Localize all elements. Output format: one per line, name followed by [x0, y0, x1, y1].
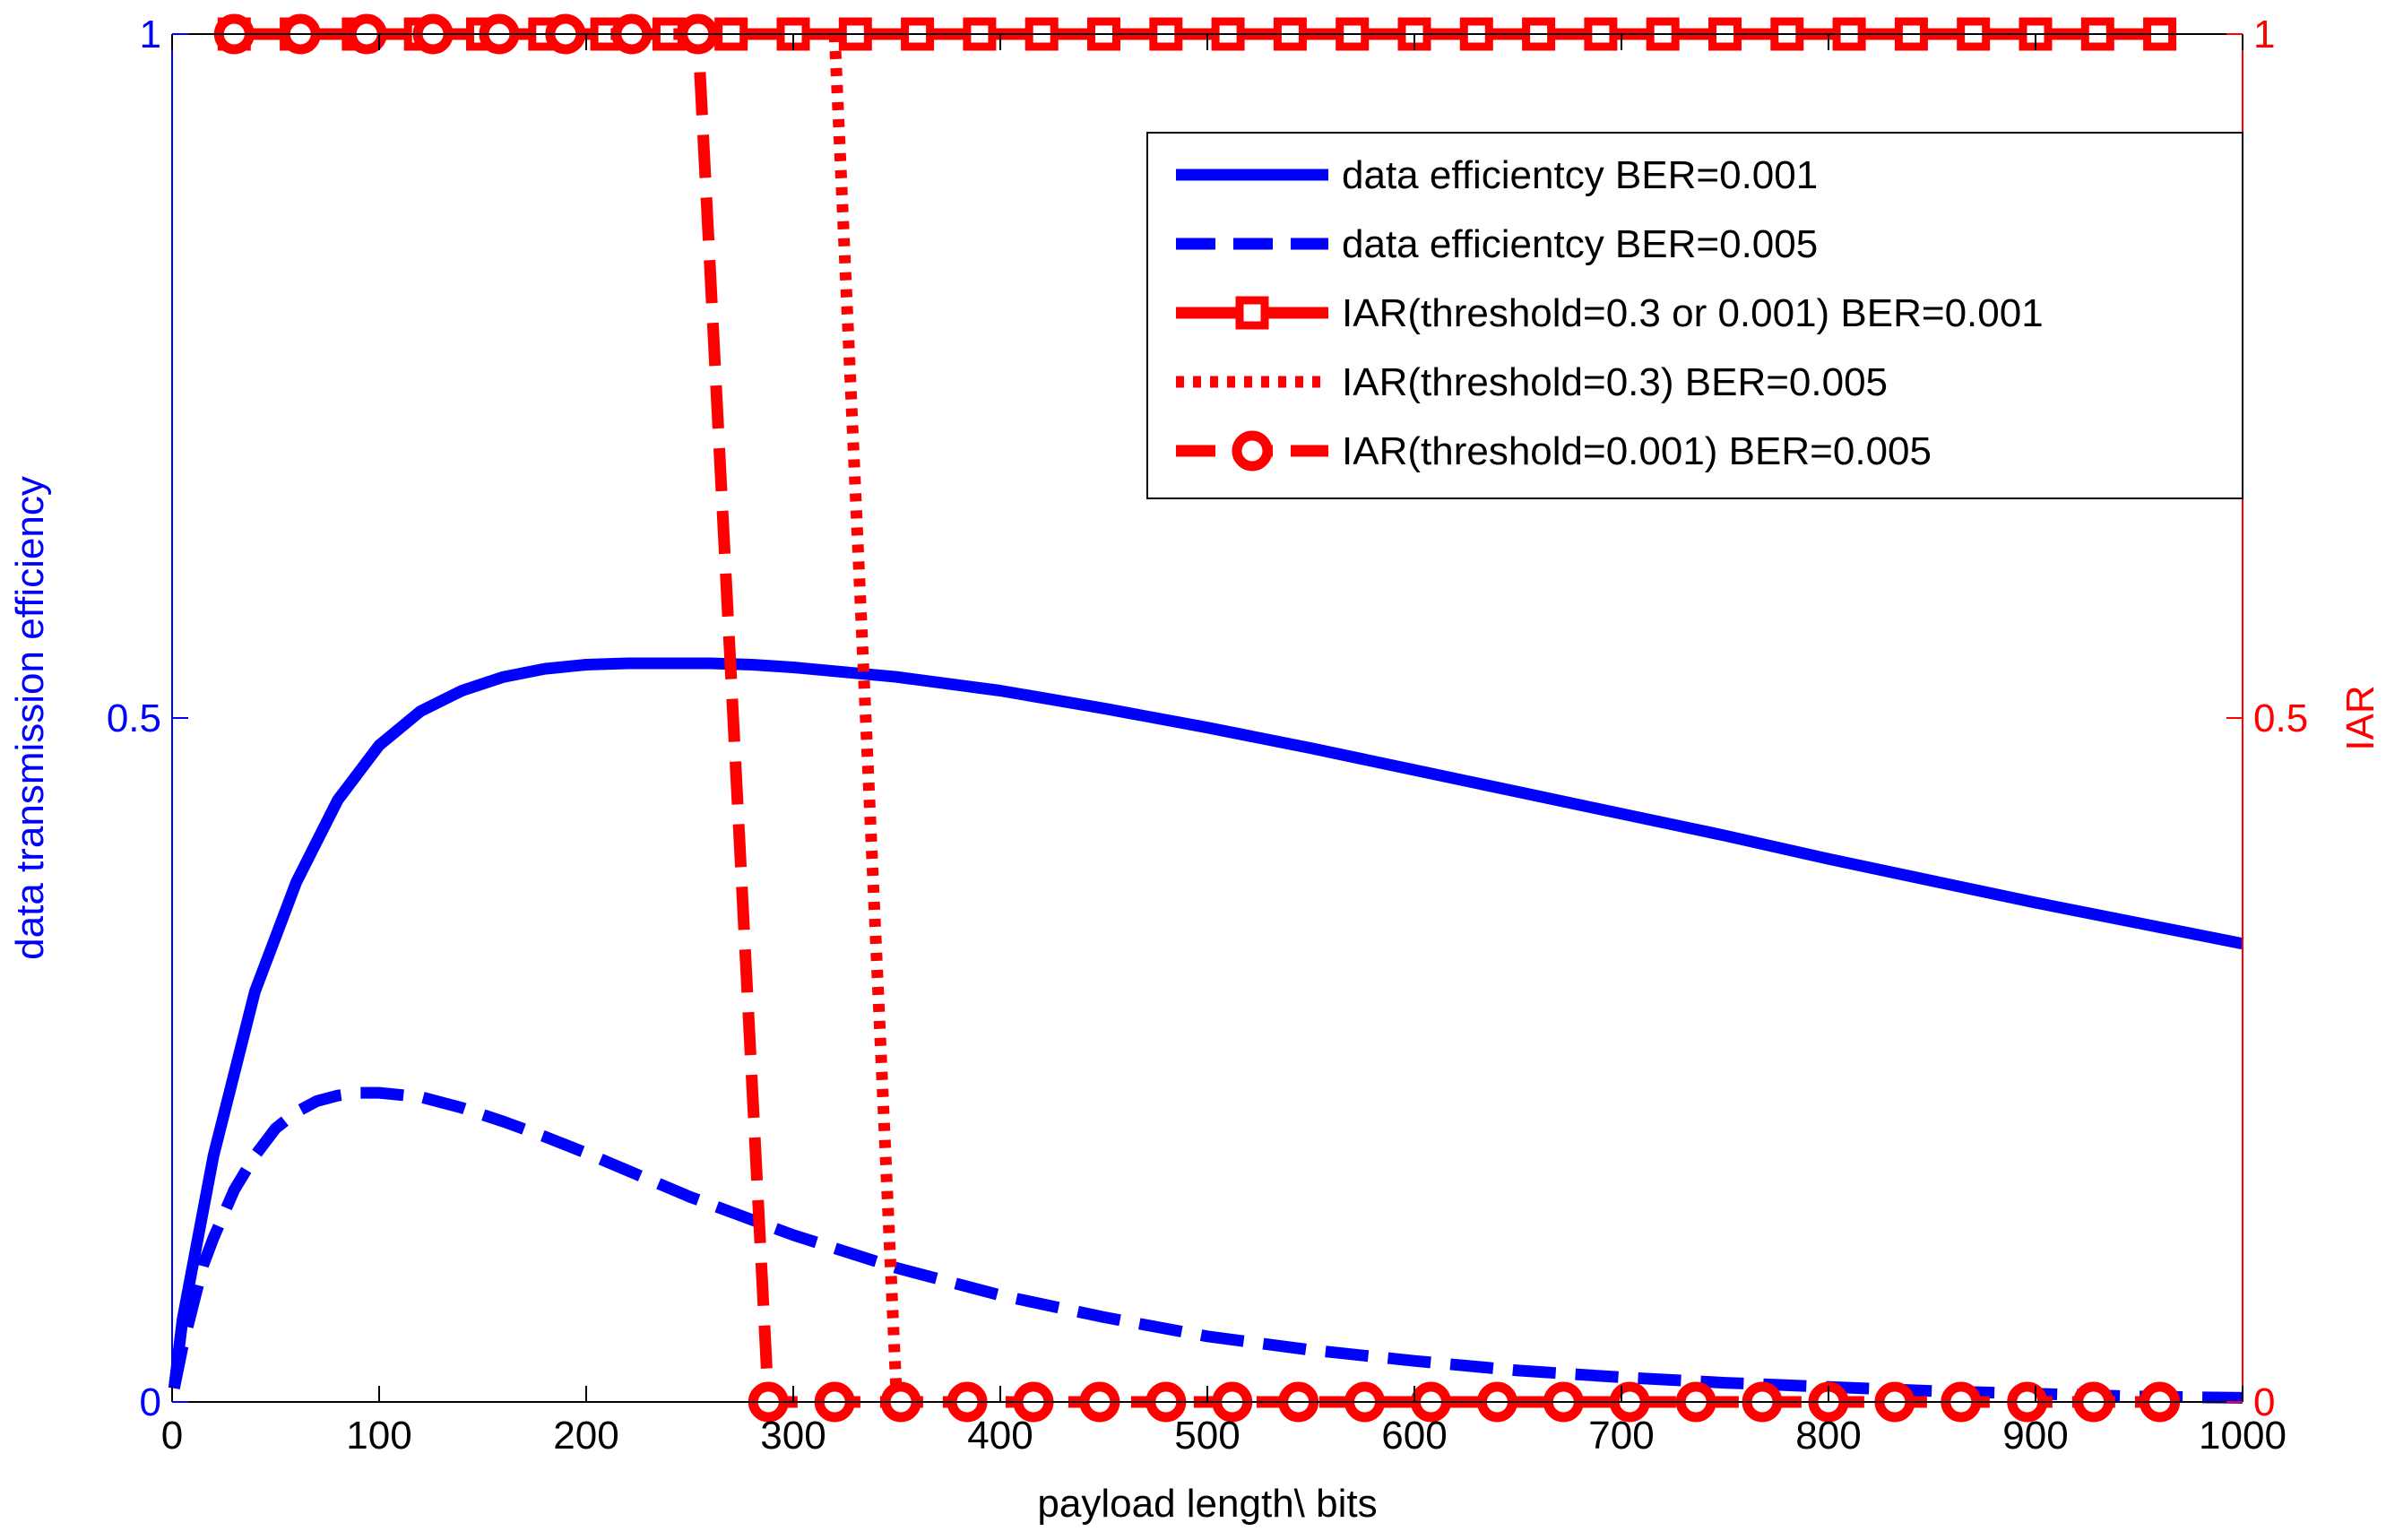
- y-right-tick-label: 1: [2253, 13, 2275, 56]
- x-tick-label: 800: [1795, 1414, 1861, 1458]
- legend-marker-5: [1232, 430, 1273, 472]
- legend-marker-3: [1235, 296, 1269, 330]
- x-tick-label: 100: [346, 1414, 411, 1458]
- ticks-layer: 0 100 200 300 400 500 600 700 800 900 100000.5100.…: [107, 13, 2308, 1458]
- y-axis-label-left: data transmission efficiency: [8, 476, 52, 960]
- series-line-2: [168, 1086, 2243, 1404]
- legend-box: [1146, 132, 2243, 499]
- x-tick-label: 600: [1381, 1414, 1447, 1458]
- y-right-tick-label: 0.5: [2253, 696, 2308, 740]
- legend-label-1: data efficientcy BER=0.001: [1342, 153, 1818, 197]
- legend-label-5: IAR(threshold=0.001) BER=0.005: [1342, 429, 1932, 473]
- x-tick-label: 1000: [2199, 1414, 2287, 1458]
- x-tick-label: 400: [967, 1414, 1033, 1458]
- legend: data efficientcy BER=0.001 data efficient…: [1146, 132, 2243, 499]
- x-tick-label: 0: [161, 1414, 183, 1458]
- legend-label-2: data efficientcy BER=0.005: [1342, 222, 1818, 266]
- series-line-4: [828, 33, 903, 1403]
- legend-label-4: IAR(threshold=0.3) BER=0.005: [1342, 360, 1888, 404]
- x-axis-label: payload length\ bits: [1037, 1482, 1377, 1526]
- x-tick-label: 300: [760, 1414, 826, 1458]
- legend-label-3: IAR(threshold=0.3 or 0.001) BER=0.001: [1342, 291, 2044, 335]
- y-left-tick-label: 1: [140, 13, 161, 56]
- series-line-1: [168, 657, 2244, 1389]
- y-axis-label-right: IAR: [2338, 685, 2382, 750]
- x-tick-label: 500: [1174, 1414, 1240, 1458]
- y-left-tick-label: 0: [140, 1380, 161, 1424]
- x-tick-label: 200: [553, 1414, 618, 1458]
- y-left-tick-label: 0.5: [107, 696, 161, 740]
- x-tick-label: 900: [2002, 1414, 2068, 1458]
- y-right-tick-label: 0: [2253, 1380, 2275, 1424]
- x-tick-label: 700: [1588, 1414, 1654, 1458]
